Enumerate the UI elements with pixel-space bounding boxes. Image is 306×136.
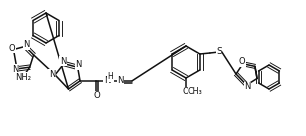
Text: CH₃: CH₃ (188, 87, 203, 96)
Text: S: S (216, 47, 222, 56)
Text: N: N (104, 76, 110, 85)
Text: O: O (9, 44, 15, 52)
Text: N: N (24, 40, 30, 49)
Text: NH₂: NH₂ (15, 73, 31, 82)
Text: N: N (244, 82, 251, 91)
Text: O: O (183, 87, 189, 96)
Text: O: O (239, 57, 245, 66)
Text: N: N (12, 65, 19, 74)
Text: H: H (108, 72, 114, 81)
Text: O: O (94, 91, 100, 100)
Text: N: N (76, 60, 82, 69)
Text: N: N (49, 70, 55, 79)
Text: N: N (60, 57, 66, 66)
Text: N: N (117, 76, 124, 85)
